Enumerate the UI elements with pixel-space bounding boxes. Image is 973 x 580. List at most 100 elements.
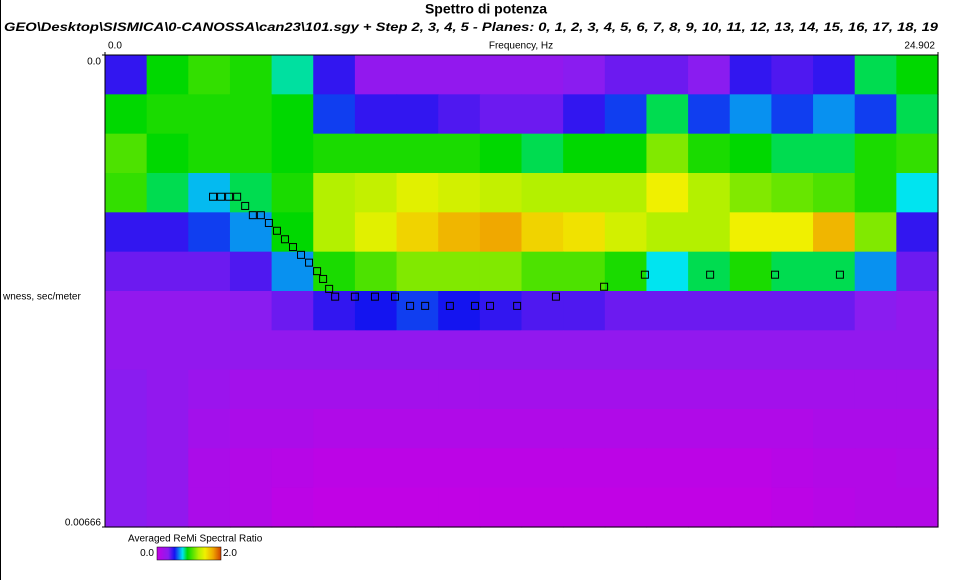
heat-cell: [479, 369, 523, 410]
heat-cell: [354, 173, 398, 213]
pick-marker: [241, 201, 250, 210]
heat-cell: [854, 448, 897, 489]
heat-cell: [646, 173, 689, 213]
heat-cell: [479, 487, 523, 528]
heat-cell: [313, 330, 356, 371]
heat-cell: [771, 55, 814, 95]
heat-cell: [438, 133, 481, 174]
heat-cell: [271, 369, 314, 410]
heat-cell: [438, 173, 481, 213]
heat-cell: [896, 55, 939, 95]
heat-cell: [646, 55, 689, 95]
pick-marker: [771, 270, 780, 279]
heat-cell: [313, 487, 356, 528]
pick-marker: [325, 284, 334, 293]
heat-cell: [188, 409, 231, 449]
heat-cell: [688, 369, 731, 410]
heat-cell: [146, 409, 189, 449]
heat-cell: [771, 291, 814, 331]
heat-cell: [229, 330, 273, 371]
pick-marker: [313, 267, 322, 276]
heat-cell: [854, 251, 897, 292]
heat-cell: [188, 251, 231, 292]
pick-marker: [297, 250, 306, 259]
heat-cell: [105, 173, 148, 213]
heat-cell: [896, 409, 939, 449]
heat-cell: [188, 448, 231, 489]
heat-cell: [396, 173, 439, 213]
heat-cell: [354, 291, 398, 331]
heat-cell: [146, 55, 189, 95]
heat-cell: [354, 251, 398, 292]
heat-cell: [729, 330, 772, 371]
heat-cell: [813, 448, 856, 489]
heat-cell: [313, 212, 356, 253]
pick-marker: [319, 274, 328, 283]
heat-cell: [646, 330, 689, 371]
heat-cell: [438, 487, 481, 528]
pick-marker: [331, 292, 340, 301]
heat-cell: [604, 251, 648, 292]
colorbar: [156, 546, 222, 561]
heat-cell: [396, 330, 439, 371]
heat-cell: [438, 330, 481, 371]
heat-cell: [438, 409, 481, 449]
heat-cell: [521, 330, 564, 371]
heat-cell: [563, 133, 606, 174]
heat-cell: [438, 251, 481, 292]
heat-cell: [521, 291, 564, 331]
pick-marker: [421, 301, 430, 310]
heat-cell: [688, 94, 731, 135]
pick-marker: [470, 301, 479, 310]
heat-cell: [854, 487, 897, 528]
heat-cell: [771, 448, 814, 489]
heat-cell: [188, 291, 231, 331]
heat-cell: [521, 212, 564, 253]
heat-cell: [771, 173, 814, 213]
heat-cell: [771, 330, 814, 371]
heat-cell: [813, 133, 856, 174]
heat-cell: [521, 448, 564, 489]
heat-cell: [729, 133, 772, 174]
heat-cell: [354, 94, 398, 135]
heat-cell: [646, 369, 689, 410]
heat-cell: [313, 94, 356, 135]
heat-cell: [854, 409, 897, 449]
y-tick-label: 0.00666: [65, 518, 102, 529]
heat-cell: [313, 369, 356, 410]
chart-title: Spettro di potenza: [425, 1, 547, 17]
heat-cell: [729, 55, 772, 95]
heat-cell: [354, 212, 398, 253]
heat-cell: [146, 94, 189, 135]
heat-cell: [146, 291, 189, 331]
pick-marker: [217, 192, 226, 201]
pick-marker: [370, 292, 379, 301]
heat-cell: [813, 291, 856, 331]
heat-cell: [521, 133, 564, 174]
pick-marker: [233, 192, 242, 201]
heat-cell: [354, 133, 398, 174]
heat-cell: [729, 369, 772, 410]
heat-cell: [896, 291, 939, 331]
plot-area: [104, 54, 939, 528]
heat-cell: [729, 94, 772, 135]
heat-cell: [813, 212, 856, 253]
pick-marker: [551, 292, 560, 301]
heat-cell: [229, 94, 273, 135]
pick-marker: [391, 292, 400, 301]
heat-cell: [313, 55, 356, 95]
heat-cell: [105, 409, 148, 449]
heat-cell: [396, 487, 439, 528]
heat-cell: [479, 251, 523, 292]
heat-cell: [521, 487, 564, 528]
heat-cell: [396, 212, 439, 253]
heat-cell: [854, 55, 897, 95]
heat-cell: [729, 251, 772, 292]
pick-marker: [486, 301, 495, 310]
heat-cell: [563, 369, 606, 410]
heat-cell: [479, 94, 523, 135]
pick-marker: [288, 243, 297, 252]
heat-cell: [105, 55, 148, 95]
pick-marker: [513, 301, 522, 310]
heat-cell: [563, 487, 606, 528]
